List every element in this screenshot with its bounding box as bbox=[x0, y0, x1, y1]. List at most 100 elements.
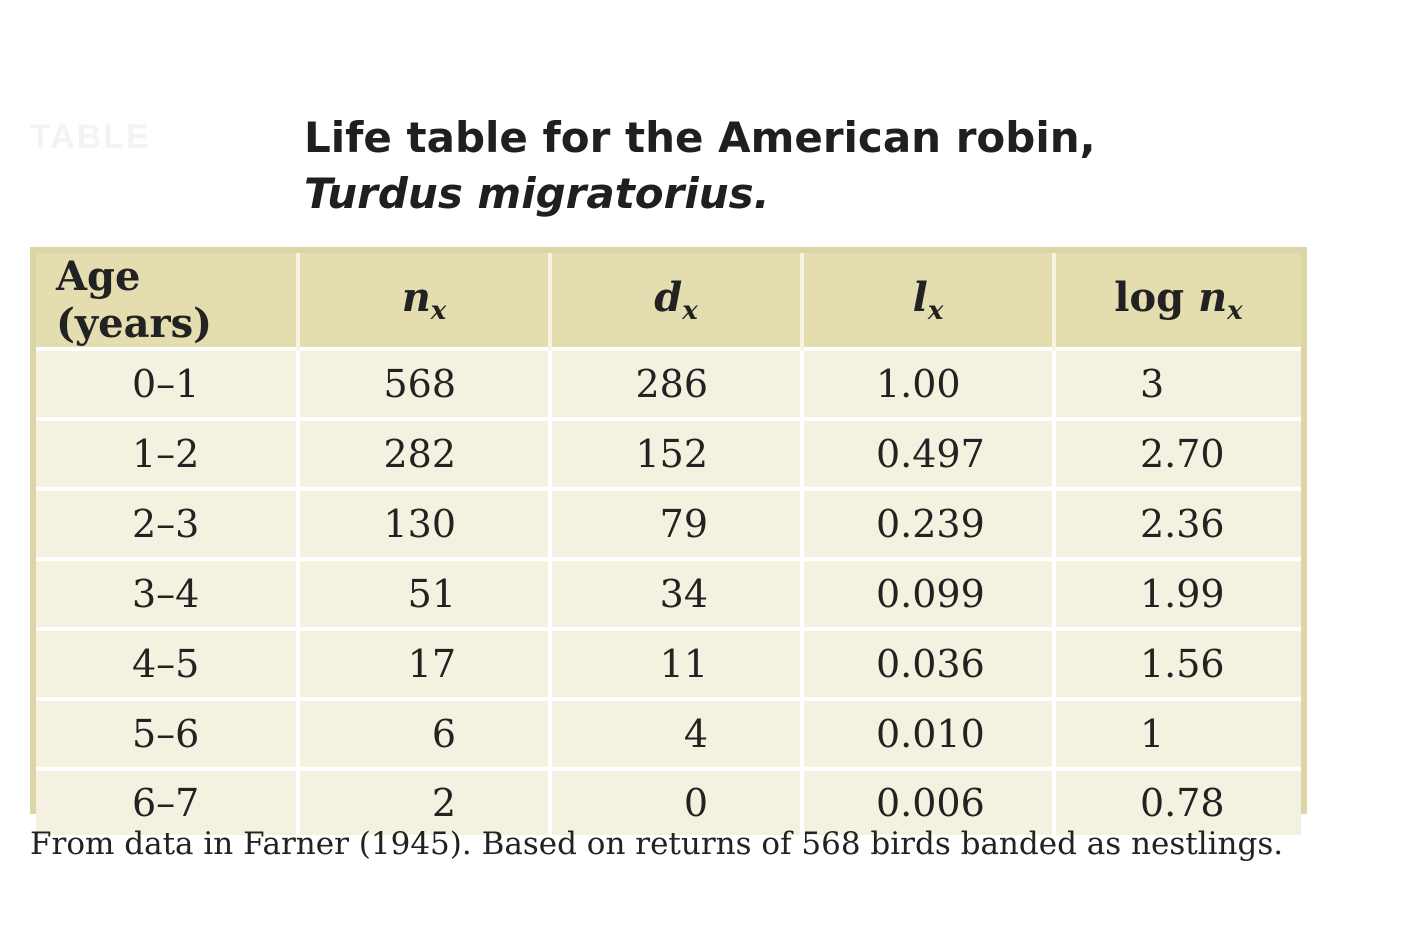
cell-age: 4–5 bbox=[36, 627, 300, 699]
cell-age: 3–4 bbox=[36, 557, 300, 629]
header-dx: dx bbox=[550, 253, 804, 349]
cell-age: 5–6 bbox=[36, 697, 300, 769]
cell-dx: 152 bbox=[550, 417, 804, 489]
cell-dx-value: 34 bbox=[659, 572, 708, 616]
cell-nx: 51 bbox=[298, 557, 552, 629]
header-lx: lx bbox=[802, 253, 1056, 349]
header-log-var: n bbox=[1198, 274, 1228, 321]
cell-age-value: 5–6 bbox=[132, 712, 200, 756]
cell-lx: 0.099 bbox=[802, 557, 1056, 629]
table-row: 5–6 6 4 0.010 1 bbox=[36, 697, 1301, 769]
cell-lx: 0.006 bbox=[802, 767, 1056, 835]
cell-nx: 282 bbox=[298, 417, 552, 489]
cell-nx: 2 bbox=[298, 767, 552, 835]
cell-log: 0.78 bbox=[1054, 767, 1301, 835]
cell-nx-value: 282 bbox=[383, 432, 456, 476]
cell-log-value: 3 bbox=[1140, 362, 1165, 406]
cell-lx: 0.010 bbox=[802, 697, 1056, 769]
cell-age-value: 2–3 bbox=[132, 502, 200, 546]
cell-age: 6–7 bbox=[36, 767, 300, 835]
cell-nx: 6 bbox=[298, 697, 552, 769]
header-nx: nx bbox=[298, 253, 552, 349]
cell-age: 0–1 bbox=[36, 347, 300, 419]
cell-age: 2–3 bbox=[36, 487, 300, 559]
header-log-sub: x bbox=[1227, 296, 1243, 326]
cell-lx: 0.239 bbox=[802, 487, 1056, 559]
table-row: 3–4 51 34 0.099 1.99 bbox=[36, 557, 1301, 629]
cell-nx: 130 bbox=[298, 487, 552, 559]
cell-log-value: 1.56 bbox=[1140, 642, 1225, 686]
cell-age-value: 1–2 bbox=[132, 432, 200, 476]
header-dx-sub: x bbox=[682, 296, 698, 326]
cell-nx-value: 130 bbox=[383, 502, 456, 546]
title-line-1: Life table for the American robin, bbox=[304, 113, 1096, 162]
cell-log: 2.70 bbox=[1054, 417, 1301, 489]
cell-log-value: 0.78 bbox=[1140, 781, 1225, 825]
cell-dx: 11 bbox=[550, 627, 804, 699]
table-row: 4–5 17 11 0.036 1.56 bbox=[36, 627, 1301, 699]
cell-log-value: 2.36 bbox=[1140, 502, 1225, 546]
cell-log: 2.36 bbox=[1054, 487, 1301, 559]
cell-lx: 0.497 bbox=[802, 417, 1056, 489]
cell-log-value: 2.70 bbox=[1140, 432, 1225, 476]
cell-dx-value: 286 bbox=[635, 362, 708, 406]
cell-dx: 34 bbox=[550, 557, 804, 629]
cell-dx-value: 0 bbox=[683, 781, 708, 825]
table-row: 0–1 568 286 1.00 3 bbox=[36, 347, 1301, 419]
cell-nx-value: 568 bbox=[383, 362, 456, 406]
table-number-label: TABLE bbox=[30, 118, 151, 156]
cell-dx-value: 152 bbox=[635, 432, 708, 476]
cell-nx-value: 51 bbox=[407, 572, 456, 616]
header-nx-sub: x bbox=[430, 296, 447, 326]
table-row: 1–2 282 152 0.497 2.70 bbox=[36, 417, 1301, 489]
header-dx-var: d bbox=[654, 274, 683, 321]
table-row: 6–7 2 0 0.006 0.78 bbox=[36, 767, 1301, 835]
table-row: 2–3 130 79 0.239 2.36 bbox=[36, 487, 1301, 559]
cell-dx: 0 bbox=[550, 767, 804, 835]
header-age: Age (years) bbox=[36, 253, 300, 349]
cell-age-value: 3–4 bbox=[132, 572, 200, 616]
cell-dx: 4 bbox=[550, 697, 804, 769]
table-body: 0–1 568 286 1.00 3 1–2 282 152 0.497 2.70 2–3 130 79… bbox=[36, 347, 1301, 835]
header-log-nx: log nx bbox=[1054, 253, 1301, 349]
header-age-label: Age (years) bbox=[56, 253, 213, 347]
cell-nx: 17 bbox=[298, 627, 552, 699]
cell-age-value: 4–5 bbox=[132, 642, 200, 686]
cell-dx-value: 79 bbox=[659, 502, 708, 546]
cell-log: 1.56 bbox=[1054, 627, 1301, 699]
cell-dx: 79 bbox=[550, 487, 804, 559]
cell-nx-value: 6 bbox=[431, 712, 456, 756]
header-log-prefix: log bbox=[1114, 274, 1199, 321]
cell-nx-value: 17 bbox=[407, 642, 456, 686]
header-lx-sub: x bbox=[927, 296, 944, 326]
cell-lx-value: 1.00 bbox=[876, 362, 961, 406]
cell-nx-value: 2 bbox=[431, 781, 456, 825]
cell-log-value: 1 bbox=[1140, 712, 1165, 756]
cell-lx-value: 0.099 bbox=[876, 572, 985, 616]
cell-lx-value: 0.036 bbox=[876, 642, 985, 686]
cell-nx: 568 bbox=[298, 347, 552, 419]
cell-lx: 0.036 bbox=[802, 627, 1056, 699]
cell-log: 1.99 bbox=[1054, 557, 1301, 629]
cell-age-value: 6–7 bbox=[132, 781, 200, 825]
title-line-2-species: Turdus migratorius. bbox=[304, 169, 770, 218]
cell-lx-value: 0.239 bbox=[876, 502, 985, 546]
footnote: From data in Farner (1945). Based on ret… bbox=[30, 826, 1284, 862]
cell-log: 3 bbox=[1054, 347, 1301, 419]
cell-dx-value: 11 bbox=[659, 642, 708, 686]
cell-lx: 1.00 bbox=[802, 347, 1056, 419]
cell-log-value: 1.99 bbox=[1140, 572, 1225, 616]
cell-dx-value: 4 bbox=[683, 712, 708, 756]
header-row: Age (years) nx dx lx log nx bbox=[36, 253, 1301, 349]
cell-age: 1–2 bbox=[36, 417, 300, 489]
cell-age-value: 0–1 bbox=[132, 362, 200, 406]
table-title: Life table for the American robin, Turdu… bbox=[304, 110, 1096, 222]
cell-lx-value: 0.010 bbox=[876, 712, 985, 756]
cell-dx: 286 bbox=[550, 347, 804, 419]
cell-log: 1 bbox=[1054, 697, 1301, 769]
header-lx-var: l bbox=[912, 274, 928, 321]
cell-lx-value: 0.006 bbox=[876, 781, 985, 825]
life-table: Age (years) nx dx lx log nx 0–1 bbox=[36, 253, 1301, 835]
header-nx-var: n bbox=[401, 274, 431, 321]
